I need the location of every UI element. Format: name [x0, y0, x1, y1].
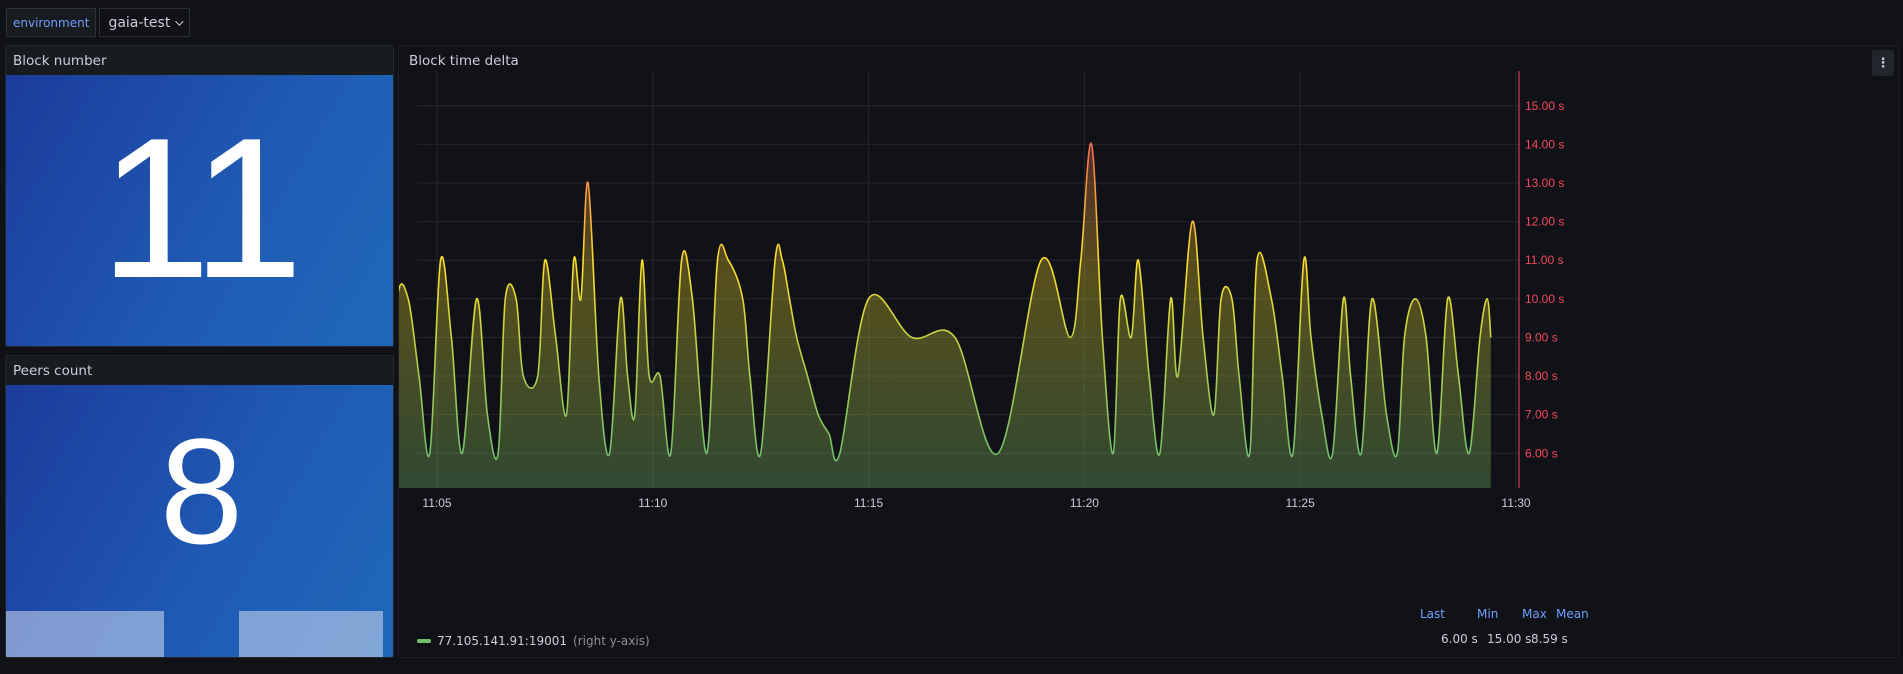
legend-header-last[interactable]: Last [1420, 607, 1445, 621]
block-number-value: 11 [99, 96, 304, 320]
peers-count-value: 8 [159, 407, 243, 575]
timeseries-chart[interactable]: 15.00 s 14.00 s 13.00 s 12.00 s 11.00 s 10.00… [399, 46, 1899, 606]
x-tick-label: 11:30 [1501, 496, 1530, 510]
y-tick-label: 6.00 s [1525, 446, 1558, 460]
y-tick-label: 14.00 s [1525, 137, 1564, 151]
legend-header-min[interactable]: Min [1477, 607, 1499, 621]
panel-title: Block time delta [409, 53, 519, 69]
panel-title: Peers count [13, 363, 93, 379]
peers-count-panel[interactable]: Peers count 8 [5, 355, 394, 658]
y-tick-label: 15.00 s [1525, 99, 1564, 113]
panel-title: Block number [13, 53, 107, 69]
block-number-panel[interactable]: Block number 11 [5, 45, 394, 347]
series-line [399, 142, 1492, 462]
variable-bar: environment gaia-test [6, 8, 191, 37]
y-tick-label: 7.00 s [1525, 408, 1558, 422]
legend-value-max: 15.00 s [1487, 632, 1532, 646]
x-tick-label: 11:10 [638, 496, 667, 510]
series-area [399, 143, 1491, 488]
chevron-down-icon [175, 16, 184, 26]
legend-series-name: 77.105.141.91:19001 [437, 634, 568, 648]
legend-series-item[interactable]: 77.105.141.91:19001 (right y-axis) [417, 634, 650, 648]
x-tick-label: 11:15 [854, 496, 883, 510]
legend-header-max[interactable]: Max [1522, 607, 1547, 621]
x-tick-label: 11:20 [1070, 496, 1099, 510]
legend-swatch [417, 639, 431, 643]
stat-background: 8 [6, 385, 393, 657]
legend-value-min: 6.00 s [1441, 632, 1478, 646]
environment-select-value: gaia-test [108, 14, 171, 31]
legend-series-suffix: (right y-axis) [573, 634, 650, 648]
x-tick-label: 11:25 [1286, 496, 1315, 510]
variable-label: environment [6, 8, 97, 37]
y-tick-label: 11.00 s [1525, 253, 1563, 267]
sparkline-bar [239, 611, 383, 657]
stat-background: 11 [6, 75, 393, 346]
y-axis-ticks: 15.00 s 14.00 s 13.00 s 12.00 s 11.00 s 10.00… [1525, 99, 1564, 461]
x-tick-label: 11:05 [422, 496, 451, 510]
x-axis-ticks: 11:05 11:10 11:15 11:20 11:25 11:30 [422, 496, 1530, 510]
sparkline-bar [6, 611, 164, 657]
y-tick-label: 9.00 s [1525, 330, 1558, 344]
block-time-delta-panel[interactable]: Block time delta ⋮ 15.00 s 14.00 s 13.00 s… [398, 45, 1899, 658]
legend-value-mean: 8.59 s [1531, 632, 1568, 646]
vertical-ellipsis-icon[interactable]: ⋮ [1872, 50, 1894, 76]
y-tick-label: 12.00 s [1525, 215, 1564, 229]
y-tick-label: 8.00 s [1525, 369, 1558, 383]
environment-select[interactable]: gaia-test [99, 8, 191, 37]
legend-header-mean[interactable]: Mean [1556, 607, 1589, 621]
y-tick-label: 10.00 s [1525, 292, 1564, 306]
y-tick-label: 13.00 s [1525, 176, 1564, 190]
